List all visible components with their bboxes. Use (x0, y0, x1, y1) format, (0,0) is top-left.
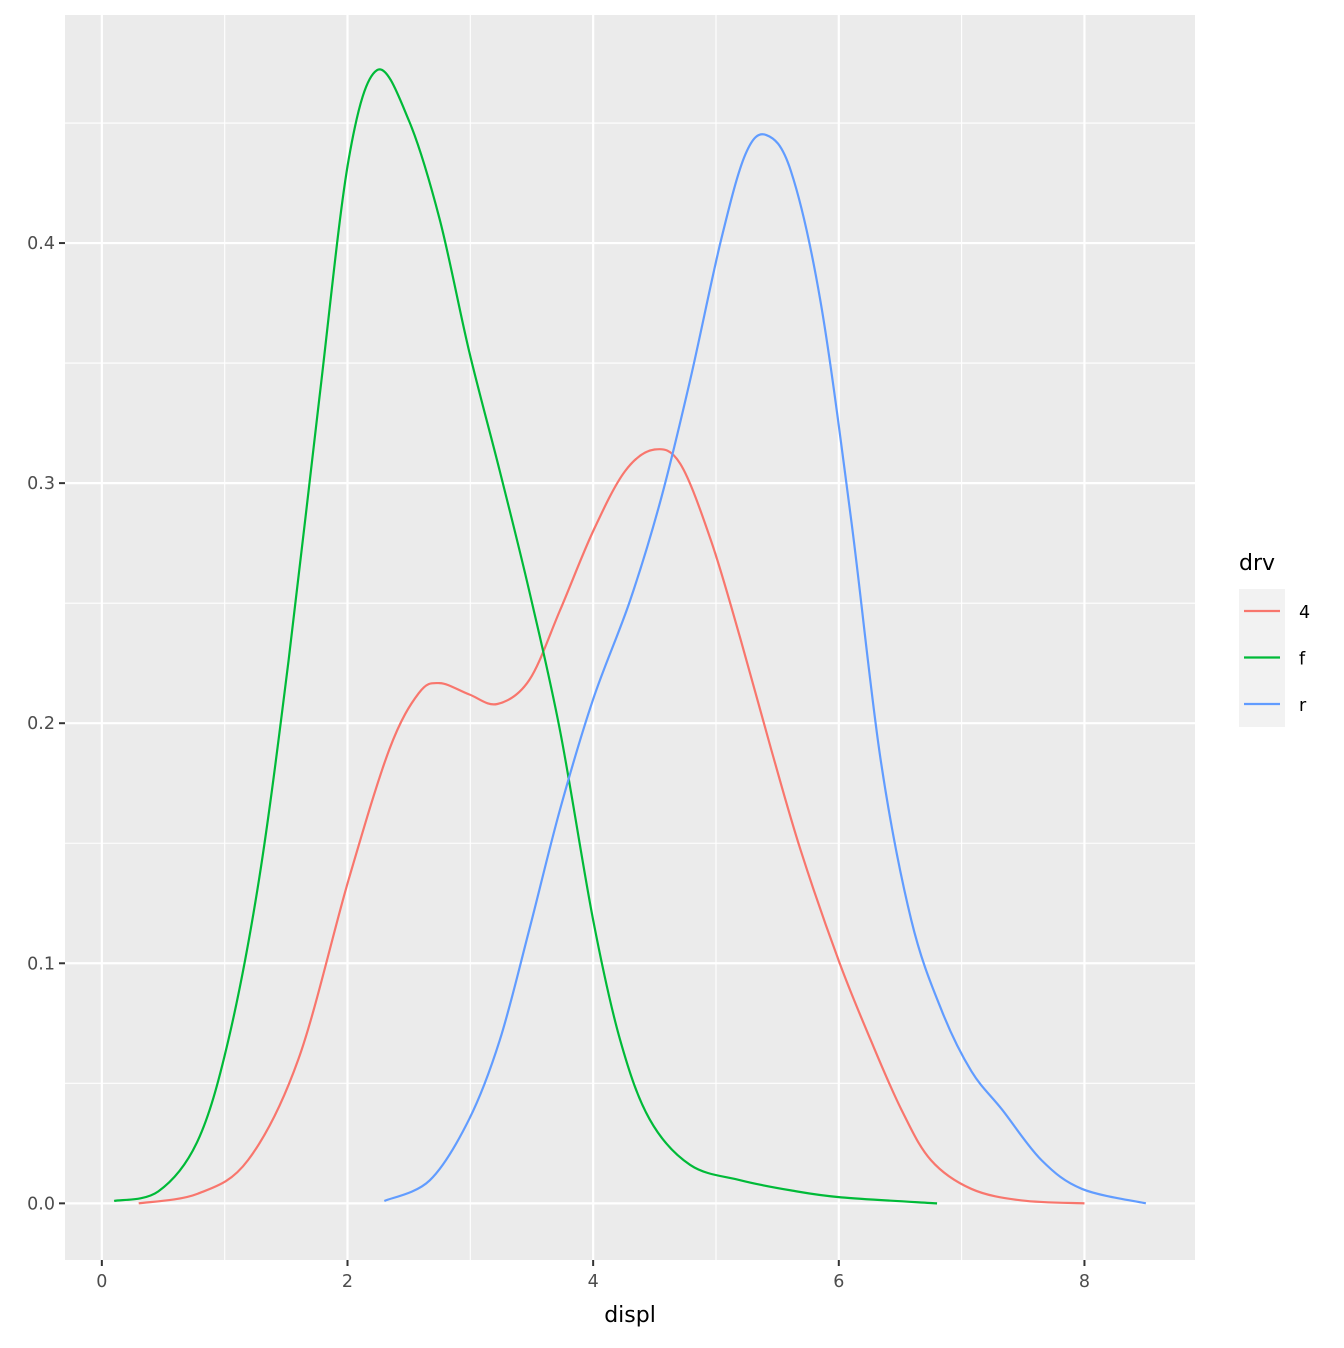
x-tick-label: 0 (96, 1272, 107, 1292)
plot-panel (65, 15, 1195, 1260)
x-axis-title: displ (604, 1303, 656, 1328)
density-line-r (383, 133, 1147, 1205)
x-tick-label: 6 (833, 1272, 844, 1292)
y-tick-label: 0.1 (27, 954, 55, 974)
legend-label-r: r (1299, 696, 1307, 716)
density-line-4 (138, 448, 1085, 1205)
x-tick-label: 2 (342, 1272, 353, 1292)
x-axis: 0 2 4 6 8 (96, 1260, 1090, 1292)
x-tick-label: 8 (1079, 1272, 1090, 1292)
y-axis: 0.0 0.1 0.2 0.3 0.4 (27, 234, 65, 1214)
density-lines (113, 68, 1147, 1205)
y-tick-label: 0.4 (27, 234, 55, 254)
y-tick-label: 0.3 (27, 474, 55, 494)
minor-gridlines (65, 15, 1195, 1260)
y-tick-label: 0.2 (27, 714, 55, 734)
legend-title: drv (1239, 551, 1275, 576)
major-gridlines (65, 15, 1195, 1260)
legend-label-4: 4 (1299, 603, 1310, 623)
y-tick-label: 0.0 (27, 1194, 55, 1214)
x-tick-label: 4 (588, 1272, 599, 1292)
legend-label-f: f (1299, 650, 1306, 670)
density-line-f (113, 68, 938, 1205)
legend: drv 4 f r (1239, 551, 1310, 727)
